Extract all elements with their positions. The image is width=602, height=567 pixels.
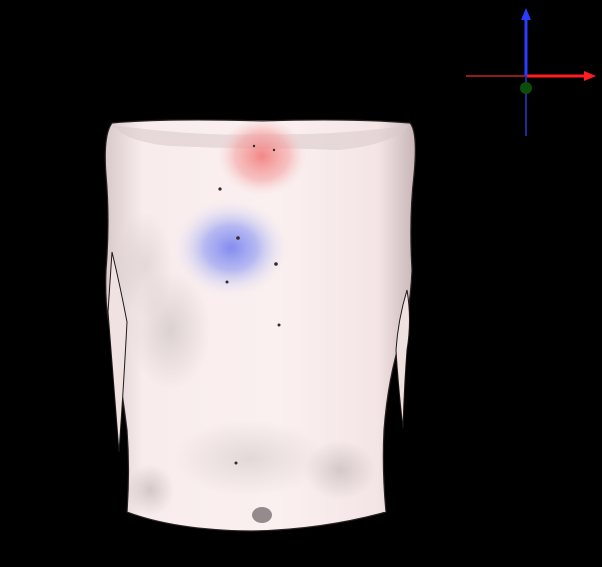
surface-artifact [234,461,238,465]
right-side-flap [395,289,410,429]
right-waist-shadow [304,440,376,500]
axis-origin [520,82,532,94]
orientation-gizmo[interactable] [460,6,600,140]
left-side-flap [107,251,128,453]
surface-artifact [274,262,278,266]
surface-artifact [218,187,222,191]
upper-chest-positive-deviation [217,120,307,200]
left-hip-shadow [126,464,174,516]
surface-artifact [277,323,281,327]
surface-artifact [225,280,229,284]
lower-abdomen-shadow [175,420,325,496]
y-axis-arrowhead [521,8,531,20]
x-axis-arrowhead [584,71,596,81]
left-chest-negative-deviation [173,199,289,297]
surface-artifact [236,236,240,240]
upper-left-shadow [117,211,173,319]
navel-shadow [252,507,272,523]
surface-artifact [252,144,256,148]
surface-artifact [272,148,276,152]
torso-model[interactable] [104,119,416,532]
